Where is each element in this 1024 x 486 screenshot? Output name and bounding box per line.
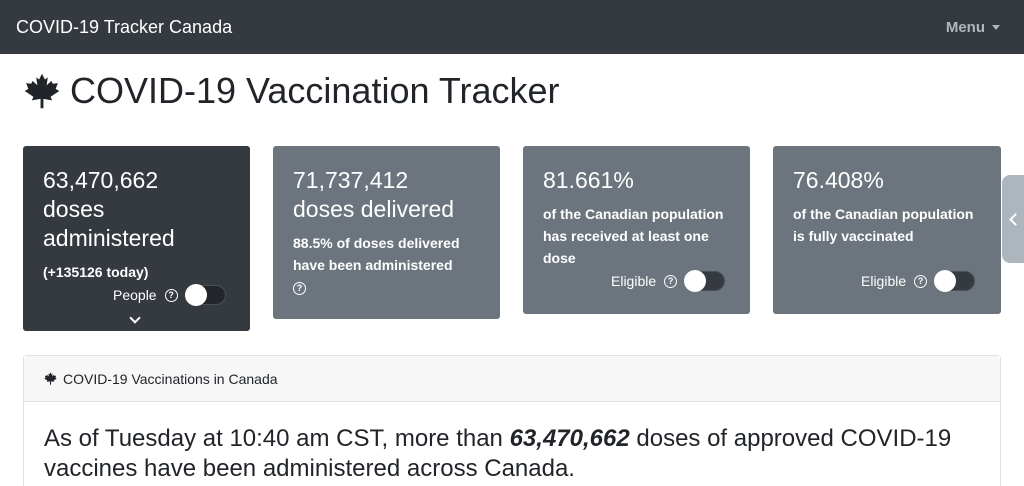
vaccinations-section: COVID-19 Vaccinations in Canada As of Tu… bbox=[23, 355, 1001, 486]
doses-delivered-label: doses delivered bbox=[293, 196, 455, 222]
help-icon[interactable]: ? bbox=[914, 274, 928, 288]
doses-administered-value: 63,470,662 bbox=[43, 167, 159, 193]
chevron-left-icon bbox=[1008, 212, 1022, 226]
eligible-toggle-row: Eligible ? bbox=[611, 270, 726, 292]
people-toggle[interactable] bbox=[184, 284, 226, 306]
side-panel-tab[interactable] bbox=[1002, 175, 1024, 263]
menu-label: Menu bbox=[945, 18, 985, 36]
help-icon[interactable]: ? bbox=[293, 281, 306, 295]
doses-delivered-subtext: 88.5% of doses delivered have been admin… bbox=[293, 232, 480, 298]
doses-today: (+135126 today) bbox=[43, 264, 149, 280]
chevron-down-icon[interactable] bbox=[129, 312, 141, 324]
first-dose-value: 81.661% bbox=[543, 167, 634, 193]
toggle-knob bbox=[684, 270, 707, 292]
fully-vaccinated-subtext: of the Canadian population is fully vacc… bbox=[793, 206, 974, 244]
help-icon[interactable]: ? bbox=[664, 274, 678, 288]
eligible-label: Eligible bbox=[611, 273, 657, 289]
toggle-knob bbox=[934, 270, 957, 292]
eligible-label: Eligible bbox=[861, 273, 907, 289]
maple-leaf-icon bbox=[44, 372, 57, 385]
delivered-percent-text: 88.5% of doses delivered have been admin… bbox=[293, 235, 460, 273]
page-title: COVID-19 Vaccination Tracker bbox=[70, 70, 560, 111]
body-text-pre: As of Tuesday at 10:40 am CST, more than bbox=[44, 425, 510, 452]
people-label: People bbox=[113, 287, 157, 303]
doses-administered-card: 63,470,662 doses administered (+135126 t… bbox=[23, 146, 250, 331]
first-dose-card: 81.661% of the Canadian population has r… bbox=[523, 146, 750, 314]
first-dose-subtext: of the Canadian population has received … bbox=[543, 206, 724, 266]
help-icon[interactable]: ? bbox=[164, 288, 178, 302]
fully-vaccinated-card: 76.408% of the Canadian population is fu… bbox=[773, 146, 1001, 314]
fully-vaccinated-value: 76.408% bbox=[793, 167, 884, 193]
doses-administered-line2: administered bbox=[43, 225, 175, 251]
section-title: COVID-19 Vaccinations in Canada bbox=[63, 370, 278, 387]
doses-delivered-card: 71,737,412 doses delivered 88.5% of dose… bbox=[273, 146, 500, 319]
brand-link[interactable]: COVID-19 Tracker Canada bbox=[16, 16, 233, 37]
navbar: COVID-19 Tracker Canada Menu bbox=[0, 0, 1024, 54]
doses-administered-line1: doses bbox=[43, 196, 105, 222]
section-header: COVID-19 Vaccinations in Canada bbox=[24, 356, 1000, 402]
page-header: COVID-19 Vaccination Tracker bbox=[24, 70, 560, 112]
doses-delivered-value: 71,737,412 bbox=[293, 167, 409, 193]
body-text-post: doses of approved COVID-19 vaccines have… bbox=[44, 425, 952, 482]
body-doses-count: 63,470,662 bbox=[509, 425, 630, 452]
people-toggle-row: People ? bbox=[113, 284, 226, 306]
section-body: As of Tuesday at 10:40 am CST, more than… bbox=[24, 402, 1000, 484]
maple-leaf-icon bbox=[24, 73, 60, 109]
eligible-toggle[interactable] bbox=[934, 270, 976, 292]
menu-dropdown[interactable]: Menu bbox=[946, 19, 1008, 36]
caret-down-icon bbox=[992, 24, 1000, 30]
eligible-toggle[interactable] bbox=[684, 270, 726, 292]
toggle-knob bbox=[184, 284, 207, 306]
eligible-toggle-row: Eligible ? bbox=[861, 270, 976, 292]
